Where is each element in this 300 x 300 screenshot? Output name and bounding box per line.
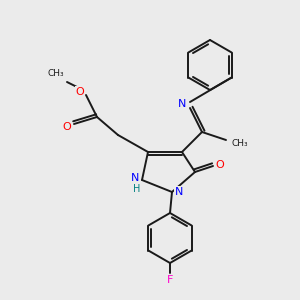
Text: N: N — [175, 187, 183, 197]
Text: O: O — [63, 122, 71, 132]
Text: CH₃: CH₃ — [232, 139, 248, 148]
Text: F: F — [167, 275, 173, 285]
Text: N: N — [131, 173, 139, 183]
Text: O: O — [76, 87, 84, 97]
Text: H: H — [133, 184, 141, 194]
Text: O: O — [216, 160, 224, 170]
Text: CH₃: CH₃ — [48, 70, 64, 79]
Text: N: N — [178, 99, 186, 109]
